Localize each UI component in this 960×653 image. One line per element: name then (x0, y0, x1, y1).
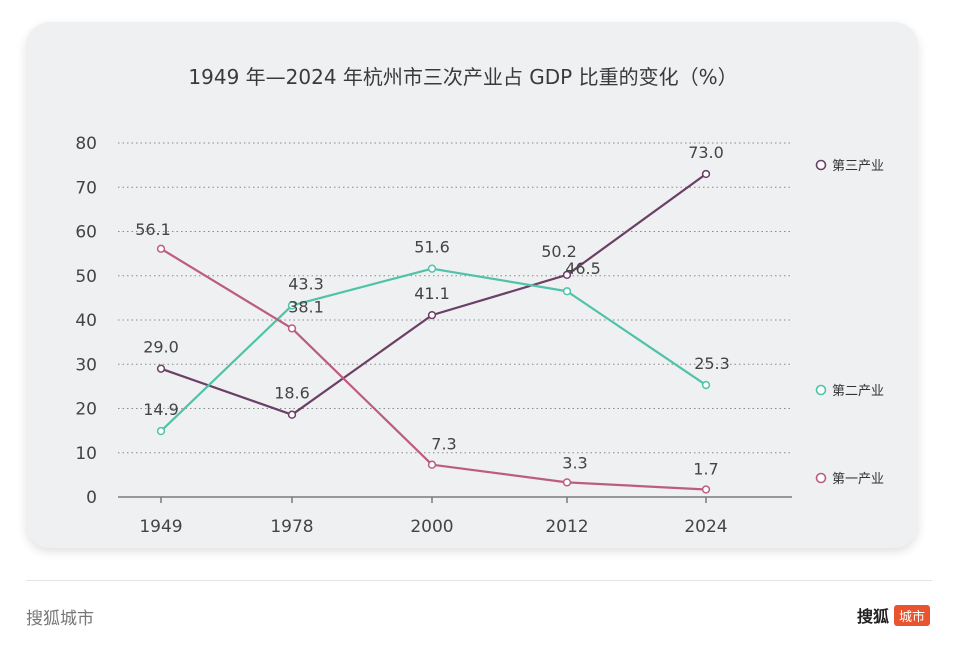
data-point (701, 485, 711, 494)
logo-text: 搜狐 (856, 607, 889, 626)
sohu-city-logo[interactable]: 搜狐 城市 (857, 603, 930, 627)
x-tick-label: 1949 (139, 517, 182, 537)
legend-label: 第二产业 (832, 384, 884, 399)
data-label: 38.1 (288, 297, 324, 316)
y-tick-label: 0 (86, 488, 97, 508)
data-label: 51.6 (414, 238, 450, 257)
data-point (427, 310, 437, 320)
data-label: 14.9 (143, 400, 179, 419)
logo-badge: 城市 (893, 604, 930, 626)
data-label: 56.1 (135, 220, 171, 239)
data-label: 3.3 (562, 453, 587, 472)
chart-title: 1949 年—2024 年杭州市三次产业占 GDP 比重的变化（%） (188, 65, 737, 89)
data-point (562, 270, 572, 280)
data-point (287, 301, 297, 310)
data-point (287, 324, 297, 333)
data-label: 7.3 (431, 435, 456, 454)
x-tick-label: 2024 (684, 517, 727, 537)
data-point (701, 169, 711, 179)
y-tick-label: 60 (75, 223, 97, 243)
data-label: 18.6 (274, 384, 310, 403)
footer-divider (26, 580, 932, 581)
y-tick-label: 70 (75, 178, 97, 198)
data-point (156, 364, 166, 373)
data-point (562, 287, 572, 296)
chart-card (26, 22, 918, 548)
data-point (427, 264, 437, 273)
data-point (156, 244, 166, 253)
legend-marker (815, 384, 827, 396)
y-tick-label: 50 (75, 267, 97, 287)
data-label: 29.0 (143, 338, 179, 357)
y-tick-label: 10 (75, 444, 97, 464)
legend-marker (815, 159, 827, 171)
legend-marker (815, 472, 827, 484)
source-label: 搜狐城市 (26, 609, 94, 629)
data-label: 43.3 (288, 274, 324, 293)
y-tick-label: 30 (75, 355, 97, 375)
data-point (287, 410, 297, 419)
data-label: 50.2 (541, 242, 577, 261)
data-label: 25.3 (694, 354, 730, 373)
x-tick-label: 2000 (410, 517, 453, 537)
data-point (156, 426, 166, 436)
x-tick-label: 1978 (270, 517, 313, 537)
legend-label: 第三产业 (832, 159, 884, 174)
y-tick-label: 20 (75, 400, 97, 420)
data-point (427, 460, 437, 469)
data-label: 1.7 (693, 459, 718, 478)
y-tick-label: 40 (75, 311, 97, 331)
data-point (701, 380, 711, 390)
data-point (562, 478, 572, 487)
x-tick-label: 2012 (545, 517, 588, 537)
data-label: 46.5 (565, 259, 601, 278)
legend-label: 第一产业 (832, 472, 884, 487)
y-tick-label: 80 (75, 134, 97, 154)
data-label: 41.1 (414, 284, 450, 303)
data-label: 73.0 (688, 143, 724, 162)
